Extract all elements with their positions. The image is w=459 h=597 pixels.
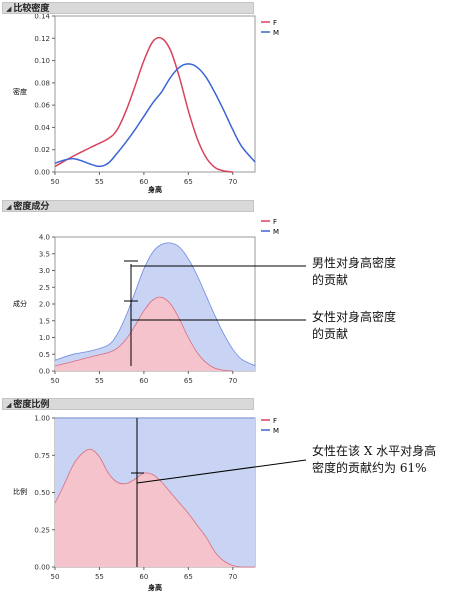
plot-area-3: 50 55 60 65 70 0.00 0.25 0.50 0.75 1.00 身高 比例 FM (13, 415, 279, 593)
y-tick-label: 0.75 (34, 452, 50, 460)
legend-label-m: M (273, 427, 279, 435)
y-tick-label: 1.5 (39, 317, 50, 325)
annotation-line: 女性在该 X 水平对身高 (312, 444, 437, 458)
annotation-line: 男性对身高密度 (312, 256, 397, 270)
y-tick-label: 0.50 (34, 489, 50, 497)
x-tick-label: 55 (95, 377, 104, 385)
x-tick-label: 70 (228, 573, 237, 581)
x-tick-label: 65 (184, 573, 193, 581)
y-tick-label: 0.14 (34, 14, 50, 21)
y-tick-label: 2.0 (39, 301, 50, 309)
annotation-female-contribution: 女性对身高密度 的贡献 (312, 309, 396, 343)
x-axis-label: 身高 (147, 583, 162, 592)
y-tick-label: 3.5 (39, 250, 50, 258)
section-header-compare-density[interactable]: ◢ 比较密度 (2, 2, 254, 14)
annotation-male-contribution: 男性对身高密度 的贡献 (312, 255, 396, 289)
y-axis-label: 比例 (13, 487, 27, 496)
y-axis-label: 成分 (13, 299, 27, 308)
y-tick-label: 0.25 (34, 526, 50, 534)
section-header-density-proportion[interactable]: ◢ 密度比例 (2, 398, 254, 410)
x-tick-label: 65 (184, 178, 193, 186)
x-tick-label: 65 (184, 377, 193, 385)
x-tick-label: 60 (139, 178, 148, 186)
area-f (55, 449, 255, 568)
line-f (54, 36, 233, 173)
x-tick-label: 50 (51, 178, 60, 186)
y-tick-label: 0.10 (34, 57, 50, 65)
line-m (54, 63, 256, 168)
x-tick-label: 55 (95, 178, 104, 186)
y-tick-label: 0.04 (34, 124, 50, 132)
chart-density-components: 50 55 60 65 70 0.0 0.5 1.0 1.5 2.0 2.5 3.0 3.5 4.0 成分 F… (13, 218, 279, 385)
plot-area-1: 50 55 60 65 70 0.00 0.02 0.04 0.06 0.08 0.10 0.12 0.… (13, 14, 279, 194)
collapse-triangle-icon[interactable]: ◢ (6, 5, 12, 13)
y-tick-label: 0.06 (34, 102, 50, 110)
x-tick-label: 60 (139, 377, 148, 385)
area-f (55, 297, 255, 371)
y-tick-label: 0.0 (39, 368, 50, 376)
y-tick-label: 2.5 (39, 284, 50, 292)
annotation-female-share: 女性在该 X 水平对身高 密度的贡献约为 61% (312, 443, 436, 477)
plot-area-2: 50 55 60 65 70 0.0 0.5 1.0 1.5 2.0 2.5 3.0 3.5 4.0 成分 F… (13, 218, 279, 385)
x-tick-label: 55 (95, 573, 104, 581)
legend-label-f: F (273, 417, 277, 425)
y-tick-label: 0.00 (34, 169, 50, 177)
y-tick-label: 0.12 (34, 35, 50, 43)
y-tick-label: 1.00 (34, 415, 50, 423)
y-tick-label: 1.0 (39, 334, 50, 342)
section-header-density-components[interactable]: ◢ 密度成分 (2, 200, 254, 212)
chart-compare-density: 50 55 60 65 70 0.00 0.02 0.04 0.06 0.08 0.10 0.12 0.… (13, 14, 279, 194)
annotation-line: 女性对身高密度 (312, 310, 397, 324)
y-tick-label: 4.0 (39, 234, 50, 242)
x-tick-label: 50 (51, 377, 60, 385)
plot-frame (54, 15, 256, 173)
edge-m (54, 242, 256, 366)
x-tick-label: 60 (139, 573, 148, 581)
y-tick-label: 0.5 (39, 351, 50, 359)
x-tick-label: 70 (228, 377, 237, 385)
y-tick-label: 3.0 (39, 267, 50, 275)
x-tick-label: 50 (51, 573, 60, 581)
y-tick-label: 0.08 (34, 79, 50, 87)
y-axis-label: 密度 (13, 87, 27, 96)
legend-label-m: M (273, 29, 279, 37)
annotation-line: 的贡献 (312, 327, 349, 341)
y-tick-label: 0.00 (34, 564, 50, 572)
section-title: 密度成分 (13, 202, 50, 212)
collapse-triangle-icon[interactable]: ◢ (6, 401, 12, 409)
annotation-line: 密度的贡献约为 61% (312, 461, 427, 475)
legend-label-f: F (273, 19, 277, 27)
section-title: 密度比例 (13, 400, 50, 410)
x-axis-label: 身高 (147, 185, 162, 194)
legend-label-f: F (273, 218, 277, 226)
chart-density-proportion: 50 55 60 65 70 0.00 0.25 0.50 0.75 1.00 身高 比例 FM (13, 415, 279, 593)
y-tick-label: 0.02 (34, 146, 50, 154)
collapse-triangle-icon[interactable]: ◢ (6, 203, 12, 211)
x-tick-label: 70 (228, 178, 237, 186)
legend-label-m: M (273, 228, 279, 236)
annotation-line: 的贡献 (312, 273, 349, 287)
section-title: 比较密度 (13, 4, 50, 14)
edge-f (54, 296, 233, 372)
